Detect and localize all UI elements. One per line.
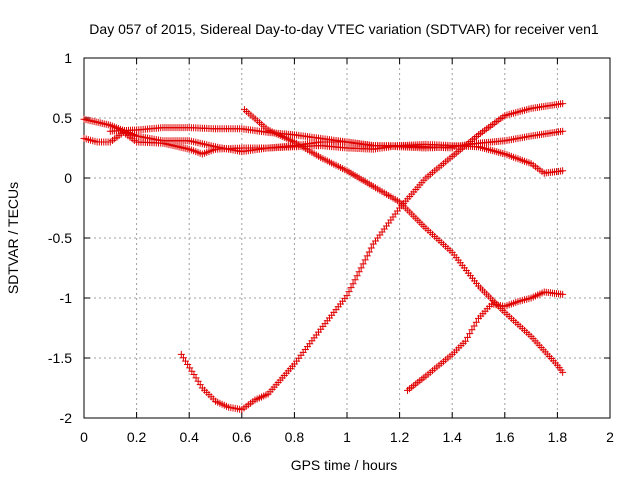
data-point — [559, 290, 567, 298]
data-point — [559, 167, 567, 175]
series-sat-b — [80, 127, 567, 158]
x-tick-label: 2 — [606, 429, 614, 445]
chart-title: Day 057 of 2015, Sidereal Day-to-day VTE… — [89, 21, 599, 37]
data-point — [357, 264, 365, 272]
x-tick-labels: 0 0.2 0.4 0.6 0.8 1 1.2 1.4 1.6 1.8 2 — [80, 429, 614, 445]
data-point — [461, 337, 469, 345]
y-tick-label: -2 — [60, 410, 73, 426]
x-tick-label: 0.6 — [232, 429, 252, 445]
y-tick-label: 1 — [64, 50, 72, 66]
x-tick-label: 0.2 — [127, 429, 147, 445]
data-point — [464, 333, 472, 341]
y-tick-label: 0.5 — [53, 110, 73, 126]
y-tick-label: -1.5 — [48, 350, 72, 366]
axis-ticks — [83, 57, 611, 419]
data-point — [472, 318, 480, 326]
series-sat-e — [177, 100, 567, 414]
x-tick-label: 1.8 — [548, 429, 568, 445]
x-tick-label: 1.6 — [495, 429, 515, 445]
x-tick-label: 1 — [343, 429, 351, 445]
data-point — [345, 288, 353, 296]
y-tick-label: 0 — [64, 170, 72, 186]
y-tick-label: -0.5 — [48, 230, 72, 246]
y-axis-label: SDTVAR / TECUs — [5, 182, 21, 294]
data-point — [559, 368, 567, 376]
data-point — [468, 326, 476, 334]
data-point — [367, 244, 375, 252]
grid-lines — [84, 58, 610, 418]
series-sat-f — [403, 288, 567, 394]
data-point — [359, 260, 367, 268]
data-point — [448, 144, 456, 152]
data-point — [365, 248, 373, 256]
data-point — [363, 252, 371, 260]
x-tick-label: 0.8 — [285, 429, 305, 445]
data-point — [470, 322, 478, 330]
data-point — [559, 100, 567, 108]
data-point — [559, 127, 567, 135]
data-point — [361, 256, 369, 264]
data-point — [351, 276, 359, 284]
data-point — [349, 280, 357, 288]
data-point — [353, 272, 361, 280]
data-point — [355, 268, 363, 276]
y-tick-labels: 1 0.5 0 -0.5 -1 -1.5 -2 — [48, 50, 72, 426]
y-tick-label: -1 — [60, 290, 73, 306]
x-tick-label: 1.2 — [390, 429, 410, 445]
data-point — [343, 292, 351, 300]
data-points — [80, 100, 567, 414]
x-axis-label: GPS time / hours — [291, 457, 398, 473]
x-tick-label: 1.4 — [442, 429, 462, 445]
data-point — [347, 284, 355, 292]
series-sat-d — [240, 106, 567, 376]
x-tick-label: 0 — [80, 429, 88, 445]
x-tick-label: 0.4 — [179, 429, 199, 445]
data-point — [466, 330, 474, 338]
